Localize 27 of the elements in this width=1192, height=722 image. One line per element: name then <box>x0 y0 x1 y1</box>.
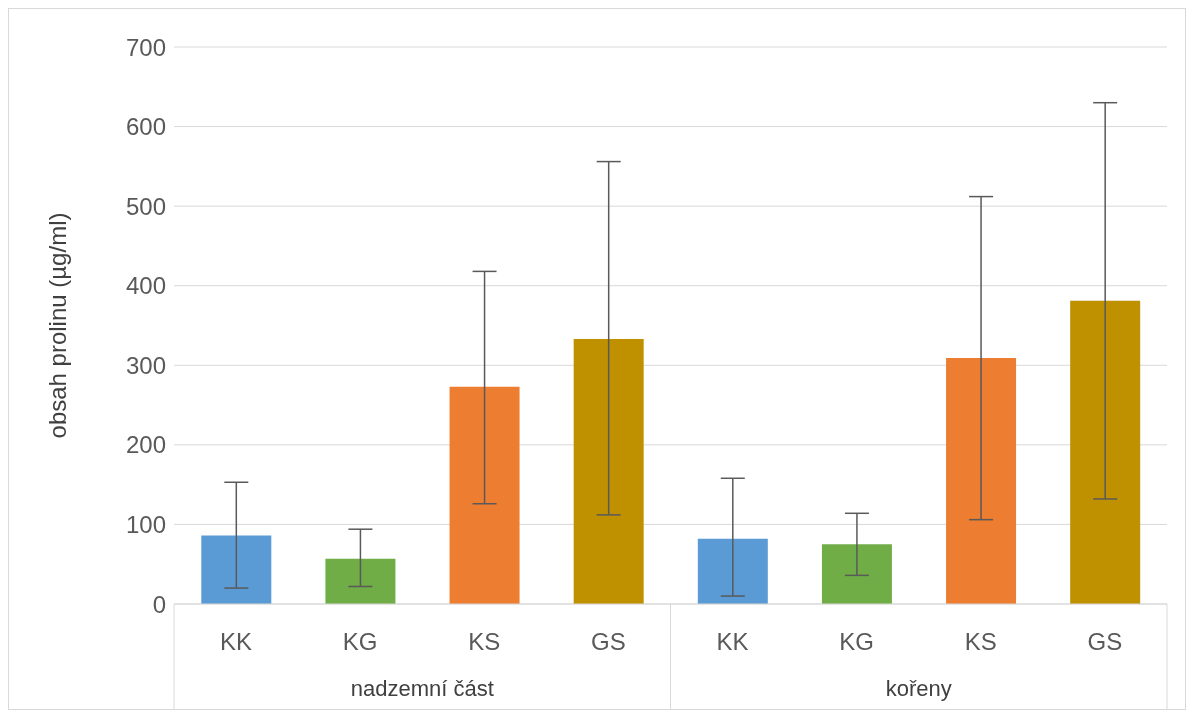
y-tick-label: 600 <box>125 113 166 141</box>
y-tick-label: 400 <box>125 272 166 300</box>
x-tick-label: KS <box>964 628 997 655</box>
x-tick-label: GS <box>591 628 626 655</box>
bar <box>1070 300 1141 604</box>
y-tick-label: 0 <box>152 590 166 618</box>
bar <box>573 339 644 604</box>
bar <box>201 535 272 604</box>
y-tick-label: 200 <box>125 431 166 459</box>
x-tick-label: GS <box>1087 628 1123 655</box>
y-axis-title: obsah prolinu (µg/ml) <box>43 212 71 439</box>
x-tick-label: KG <box>839 628 875 655</box>
bar <box>821 544 892 604</box>
bar <box>946 358 1017 604</box>
y-tick-label: 700 <box>125 33 166 61</box>
x-tick-label: KK <box>220 628 253 655</box>
x-tick-label: KK <box>716 628 749 655</box>
y-tick-label: 500 <box>125 192 166 220</box>
text: nadzemní část <box>350 676 494 701</box>
bar <box>449 386 520 604</box>
text: kořeny <box>885 676 952 701</box>
y-tick-label: 100 <box>125 510 166 538</box>
bar <box>697 538 768 604</box>
x-tick-label: KG <box>342 628 378 655</box>
bar <box>325 558 396 604</box>
x-tick-label: KS <box>468 628 501 655</box>
y-tick-label: 300 <box>125 351 166 379</box>
